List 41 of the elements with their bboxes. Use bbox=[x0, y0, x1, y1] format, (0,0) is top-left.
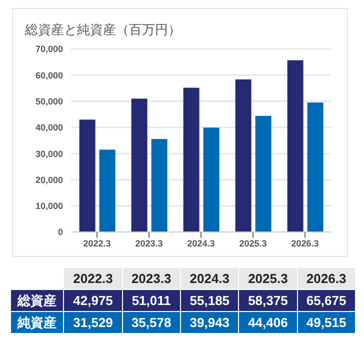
legend-label: 純資産 bbox=[11, 312, 64, 333]
category-label: 2025.3 bbox=[248, 271, 288, 286]
data-label: 44,406 bbox=[239, 312, 297, 333]
data-label: 31,529 bbox=[64, 312, 122, 333]
bar bbox=[79, 120, 96, 232]
x-tick-label: 2024.3 bbox=[187, 238, 215, 248]
data-label: 39,943 bbox=[181, 312, 238, 333]
bar bbox=[151, 138, 168, 232]
y-tick-label: 50,000 bbox=[35, 96, 63, 106]
legend-label: 総資産 bbox=[11, 290, 64, 311]
bar bbox=[255, 116, 272, 232]
data-label: 55,185 bbox=[181, 290, 238, 311]
y-tick-label: 30,000 bbox=[35, 148, 63, 159]
y-tick-label: 40,000 bbox=[35, 122, 63, 133]
y-tick-label: 70,000 bbox=[35, 44, 63, 54]
bar bbox=[307, 102, 324, 232]
data-label: 49,515 bbox=[298, 312, 355, 333]
bar bbox=[183, 88, 200, 232]
bar bbox=[203, 128, 220, 232]
category-label: 2024.3 bbox=[190, 271, 230, 286]
data-label: 35,578 bbox=[122, 312, 180, 333]
chart-title: 総資産と純資産（百万円） bbox=[24, 21, 182, 39]
x-tick-label: 2022.3 bbox=[83, 238, 111, 248]
bar bbox=[235, 79, 252, 232]
bar bbox=[131, 98, 148, 232]
y-tick-label: 20,000 bbox=[35, 174, 63, 185]
x-tick-label: 2026.3 bbox=[291, 238, 319, 248]
category-label: 2023.3 bbox=[131, 271, 172, 286]
data-label: 42,975 bbox=[64, 290, 122, 311]
bar bbox=[99, 150, 116, 232]
y-tick-label: 10,000 bbox=[35, 201, 63, 212]
data-label: 58,375 bbox=[239, 290, 297, 311]
x-tick-label: 2025.3 bbox=[239, 238, 267, 248]
category-label: 2026.3 bbox=[306, 271, 346, 286]
data-label: 51,011 bbox=[122, 290, 180, 311]
x-tick-label: 2023.3 bbox=[135, 238, 163, 248]
y-tick-label: 0 bbox=[58, 227, 63, 238]
category-label: 2022.3 bbox=[73, 271, 113, 286]
y-tick-label: 60,000 bbox=[35, 70, 63, 80]
data-label: 65,675 bbox=[298, 290, 355, 311]
bar bbox=[287, 60, 304, 232]
